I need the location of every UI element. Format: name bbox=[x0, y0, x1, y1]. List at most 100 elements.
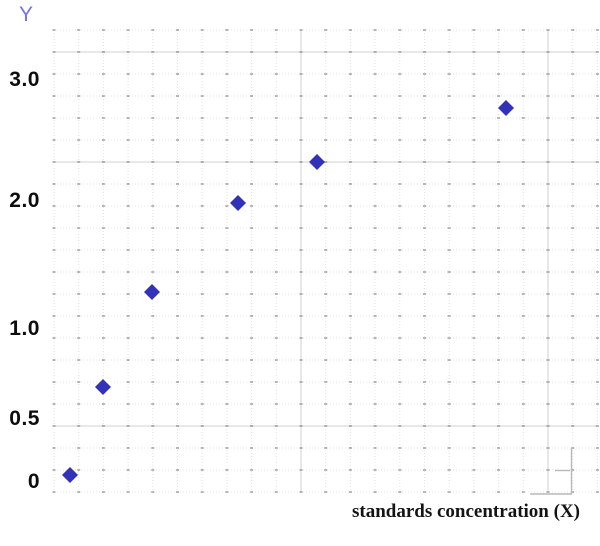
grid-dot bbox=[151, 381, 155, 383]
grid-dot bbox=[472, 183, 476, 185]
grid-dot bbox=[126, 29, 130, 31]
grid-dot bbox=[250, 491, 254, 493]
grid-dot bbox=[250, 469, 254, 471]
grid-dot bbox=[225, 249, 229, 251]
grid-dot bbox=[299, 249, 303, 251]
grid-dot bbox=[77, 491, 81, 493]
grid-dot bbox=[595, 205, 599, 207]
grid-dot bbox=[348, 359, 352, 361]
grid-dot bbox=[225, 403, 229, 405]
grid-dot bbox=[595, 293, 599, 295]
grid-dot bbox=[176, 183, 179, 185]
grid-dot bbox=[250, 51, 254, 53]
grid-dot bbox=[398, 227, 402, 229]
grid-dot bbox=[348, 447, 352, 449]
grid-dot bbox=[225, 139, 229, 141]
grid-dot bbox=[52, 51, 56, 53]
grid-dot bbox=[77, 447, 81, 449]
grid-dot bbox=[373, 491, 377, 493]
grid-dot bbox=[200, 29, 204, 31]
grid-dot bbox=[546, 403, 550, 405]
grid-dot bbox=[250, 403, 254, 405]
grid-dot bbox=[373, 315, 377, 317]
grid-dot bbox=[250, 425, 254, 427]
grid-dot bbox=[250, 359, 254, 361]
grid-dot bbox=[126, 381, 130, 383]
grid-dot bbox=[225, 315, 229, 317]
grid-dot bbox=[373, 227, 377, 229]
grid-dot bbox=[373, 381, 377, 383]
grid-dot bbox=[274, 337, 278, 339]
grid-dot bbox=[101, 425, 105, 427]
grid-dot bbox=[274, 315, 278, 317]
grid-dot bbox=[225, 491, 229, 493]
grid-dot bbox=[299, 183, 303, 185]
data-point-diamond bbox=[144, 284, 160, 300]
grid-dot bbox=[200, 491, 204, 493]
grid-dot bbox=[521, 359, 525, 361]
grid-dot bbox=[126, 315, 130, 317]
grid-dot bbox=[497, 491, 501, 493]
grid-dot bbox=[250, 337, 254, 339]
grid-dot bbox=[77, 271, 81, 273]
grid-dot bbox=[299, 293, 303, 295]
grid-dot bbox=[324, 359, 328, 361]
grid-dot bbox=[472, 205, 476, 207]
grid-dot bbox=[126, 293, 130, 295]
grid-dot bbox=[447, 117, 451, 119]
grid-dot bbox=[324, 315, 328, 317]
grid-dot bbox=[571, 337, 575, 339]
grid-dot bbox=[595, 337, 599, 339]
grid-dot bbox=[546, 271, 550, 273]
grid-dot bbox=[299, 117, 303, 119]
grid-dot bbox=[77, 315, 81, 317]
grid-dot bbox=[52, 227, 56, 229]
grid-dot bbox=[497, 51, 501, 53]
grid-dot bbox=[101, 95, 105, 97]
grid-dot bbox=[299, 271, 303, 273]
grid-dot bbox=[126, 139, 130, 141]
grid-dot bbox=[274, 425, 278, 427]
grid-dot bbox=[373, 139, 377, 141]
grid-dot bbox=[151, 73, 155, 75]
grid-dot bbox=[373, 205, 377, 207]
grid-dot bbox=[225, 359, 229, 361]
grid-dot bbox=[348, 95, 352, 97]
grid-dot bbox=[595, 359, 599, 361]
grid-dot bbox=[521, 491, 525, 493]
grid-dot bbox=[521, 293, 525, 295]
grid-dot bbox=[324, 29, 328, 31]
data-point-diamond bbox=[309, 154, 325, 170]
grid-dot bbox=[52, 161, 56, 163]
grid-dot bbox=[200, 447, 204, 449]
grid-dot bbox=[447, 359, 451, 361]
grid-dot bbox=[176, 205, 179, 207]
grid-dot bbox=[324, 227, 328, 229]
grid-dot bbox=[274, 139, 278, 141]
grid-dot bbox=[176, 469, 179, 471]
grid-dot bbox=[176, 117, 179, 119]
grid-dot bbox=[472, 139, 476, 141]
grid-dot bbox=[126, 183, 130, 185]
grid-dot bbox=[571, 403, 575, 405]
grid-dot bbox=[497, 381, 501, 383]
data-point-diamond bbox=[95, 379, 111, 395]
grid-dot bbox=[176, 249, 179, 251]
grid-dot bbox=[373, 447, 377, 449]
grid-dot bbox=[447, 337, 451, 339]
grid-dot bbox=[274, 117, 278, 119]
grid-dot bbox=[176, 293, 179, 295]
grid-dot bbox=[225, 293, 229, 295]
data-point-diamond bbox=[230, 195, 246, 211]
grid-dot bbox=[447, 425, 451, 427]
grid-dot bbox=[299, 51, 303, 53]
grid-dot bbox=[423, 227, 426, 229]
grid-dot bbox=[546, 337, 550, 339]
grid-dot bbox=[521, 205, 525, 207]
grid-dot bbox=[571, 293, 575, 295]
grid-dot bbox=[497, 359, 501, 361]
grid-dot bbox=[151, 315, 155, 317]
grid-dot bbox=[595, 469, 599, 471]
grid-dot bbox=[348, 425, 352, 427]
